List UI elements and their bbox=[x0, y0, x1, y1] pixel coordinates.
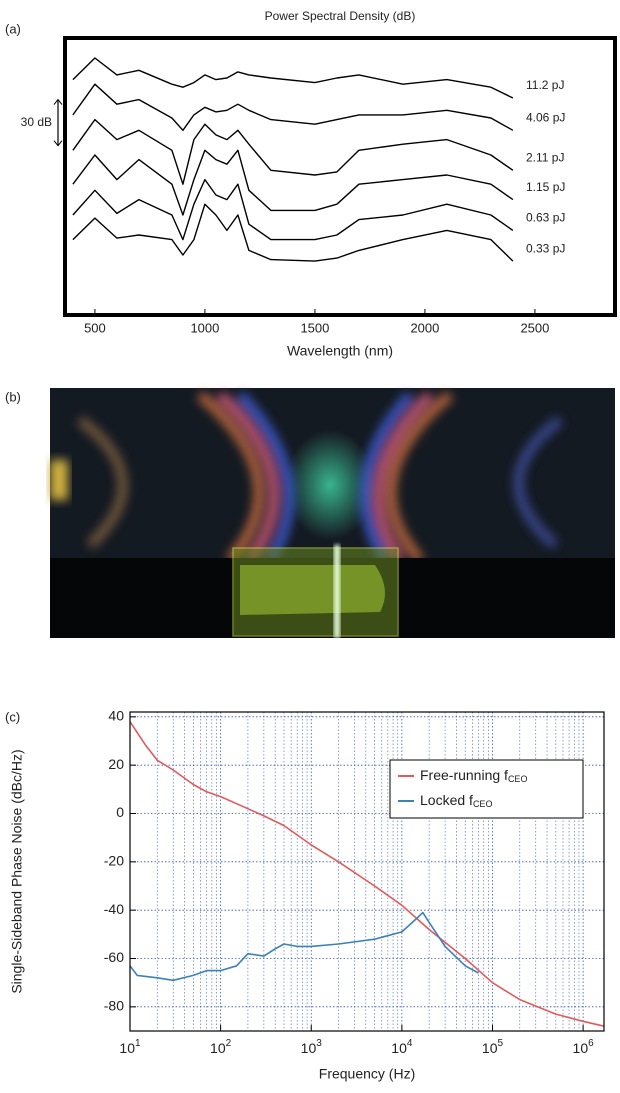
x-tick-label: 101 bbox=[119, 1038, 141, 1056]
series-line bbox=[72, 178, 514, 241]
scale-arrow bbox=[53, 98, 63, 147]
y-tick-label: 0 bbox=[116, 804, 124, 820]
x-axis-label: Frequency (Hz) bbox=[319, 1066, 415, 1082]
series-line bbox=[72, 83, 514, 132]
series-line bbox=[72, 57, 514, 99]
plot: Frequency (Hz) Single-Sideband Phase Nois… bbox=[9, 708, 605, 1082]
series-label: 11.2 pJ bbox=[526, 78, 564, 92]
x-tick-label: 2500 bbox=[520, 320, 549, 335]
y-tick-label: -80 bbox=[104, 998, 124, 1014]
photo bbox=[50, 388, 615, 638]
legend-box bbox=[389, 759, 584, 819]
series-label: 0.33 pJ bbox=[526, 241, 565, 255]
plot-frame bbox=[129, 711, 605, 1032]
series-label: 2.11 pJ bbox=[526, 151, 564, 165]
x-tick-label: 104 bbox=[391, 1038, 413, 1056]
x-tick-label: 2000 bbox=[410, 320, 439, 335]
y-tick-label: -20 bbox=[104, 853, 124, 869]
series-line bbox=[72, 149, 514, 216]
series-label: 0.63 pJ bbox=[526, 211, 565, 225]
y-tick-label: 40 bbox=[108, 708, 124, 724]
y-axis-label: Single-Sideband Phase Noise (dBc/Hz) bbox=[9, 749, 25, 993]
series-label: 1.15 pJ bbox=[526, 180, 565, 194]
y-tick-label: 20 bbox=[108, 756, 124, 772]
chart-title: Power Spectral Density (dB) bbox=[265, 9, 416, 23]
series-label: 4.06 pJ bbox=[526, 111, 565, 125]
series-line bbox=[129, 721, 605, 1027]
x-tick-label: 102 bbox=[210, 1038, 232, 1056]
x-tick-label: 103 bbox=[301, 1038, 323, 1056]
panel-label: (c) bbox=[5, 709, 20, 724]
plot-frame bbox=[63, 36, 617, 317]
panel-label: (b) bbox=[5, 389, 21, 404]
legend-label: Locked fCEO bbox=[420, 792, 492, 810]
y-tick-label: -60 bbox=[104, 949, 124, 965]
x-tick-label: 1000 bbox=[190, 320, 219, 335]
x-tick-label: 105 bbox=[482, 1038, 504, 1056]
legend-label: Free-running fCEO bbox=[420, 767, 527, 785]
x-axis-label: Wavelength (nm) bbox=[287, 343, 393, 359]
series-line bbox=[129, 911, 479, 982]
x-tick-label: 106 bbox=[573, 1038, 595, 1056]
panel-label: (a) bbox=[5, 21, 21, 36]
y-tick-label: -40 bbox=[104, 901, 124, 917]
series-line bbox=[72, 203, 514, 262]
series-line bbox=[72, 118, 514, 185]
x-tick-label: 500 bbox=[84, 320, 106, 335]
plot: Power Spectral Density (dB) Wavelength (n… bbox=[21, 9, 617, 359]
x-tick-label: 1500 bbox=[300, 320, 329, 335]
annotation: 30 dB bbox=[21, 115, 52, 129]
